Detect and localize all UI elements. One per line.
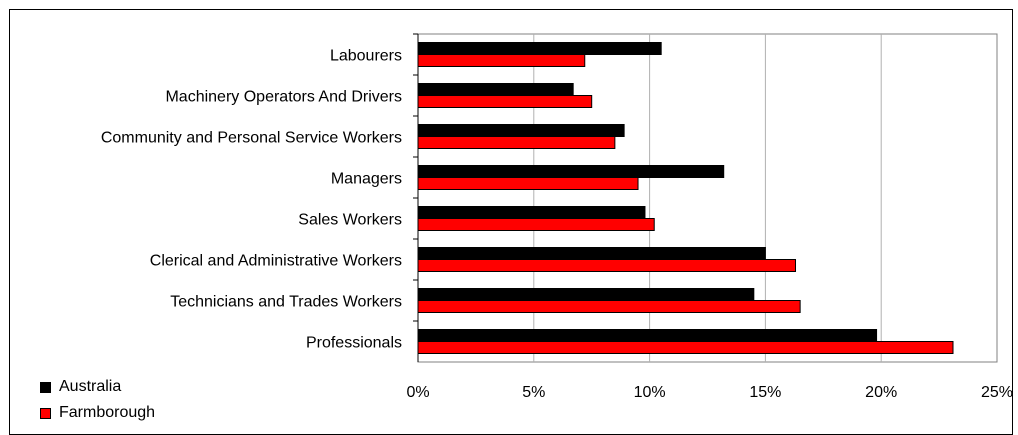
legend-swatch-australia [40, 381, 51, 393]
category-label-machinery-operators-and-drivers: Machinery Operators And Drivers [165, 89, 402, 106]
bar-australia-technicians-and-trades-workers [417, 288, 755, 301]
legend-entry-australia: Australia [40, 374, 155, 400]
category-labels: Labourers Machinery Operators And Drivers… [101, 33, 418, 352]
bar-farmborough-community-and-personal-service-workers [417, 136, 616, 149]
legend: Australia Farmborough [40, 374, 155, 426]
legend-entry-farmborough: Farmborough [40, 400, 155, 426]
x-tick-label: 15% [749, 384, 781, 401]
category-label-managers: Managers [331, 171, 402, 188]
bar-farmborough-clerical-and-administrative-workers [417, 259, 797, 272]
bar-farmborough-managers [417, 177, 639, 190]
legend-swatch-farmborough [40, 407, 51, 419]
x-tick-label: 25% [981, 384, 1013, 401]
bar-australia-professionals [417, 329, 878, 342]
bars [417, 42, 954, 354]
category-label-technicians-and-trades-workers: Technicians and Trades Workers [170, 294, 402, 311]
bar-australia-clerical-and-administrative-workers [417, 247, 766, 260]
category-label-community-and-personal-service-workers: Community and Personal Service Workers [101, 130, 402, 147]
bar-farmborough-technicians-and-trades-workers [417, 300, 801, 313]
x-axis-ticks: 0% 5% 10% 15% 20% 25% [406, 384, 1013, 401]
x-tick-label: 20% [865, 384, 897, 401]
bar-australia-sales-workers [417, 206, 646, 219]
category-label-labourers: Labourers [330, 48, 402, 65]
category-label-sales-workers: Sales Workers [298, 212, 402, 229]
bar-australia-community-and-personal-service-workers [417, 124, 625, 137]
bar-farmborough-machinery-operators-and-drivers [417, 95, 593, 108]
legend-label-australia: Australia [59, 378, 122, 395]
bar-farmborough-professionals [417, 341, 954, 354]
bar-australia-machinery-operators-and-drivers [417, 83, 574, 96]
legend-label-farmborough: Farmborough [59, 404, 156, 421]
bar-farmborough-sales-workers [417, 218, 655, 231]
category-label-professionals: Professionals [306, 335, 402, 352]
bar-australia-labourers [417, 42, 662, 55]
x-tick-label: 10% [634, 384, 666, 401]
category-label-clerical-and-administrative-workers: Clerical and Administrative Workers [150, 253, 402, 270]
x-tick-label: 5% [522, 384, 545, 401]
bar-farmborough-labourers [417, 54, 586, 67]
bar-australia-managers [417, 165, 725, 178]
x-tick-label: 0% [406, 384, 429, 401]
